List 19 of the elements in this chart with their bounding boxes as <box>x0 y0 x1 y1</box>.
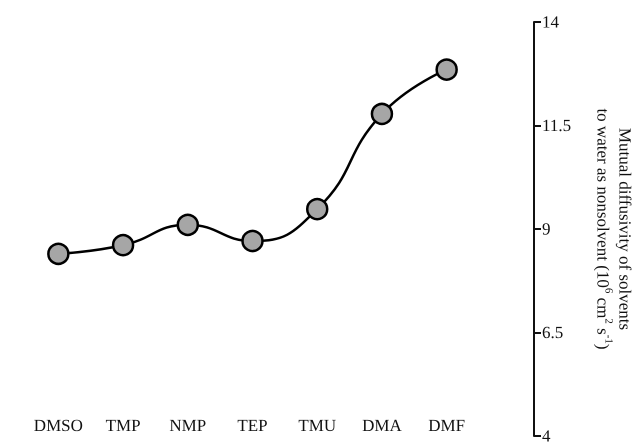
x-tick-label: DMA <box>362 416 402 435</box>
point <box>112 234 134 256</box>
x-tick-label: DMF <box>428 416 466 435</box>
y-tick-label: 11.5 <box>542 116 572 135</box>
y-tick-label: 6.5 <box>542 323 564 342</box>
y-tick-label: 9 <box>542 220 550 238</box>
point <box>306 198 328 220</box>
point <box>370 102 394 126</box>
point <box>176 214 200 236</box>
y-tick-label: 14 <box>542 12 560 32</box>
point <box>241 230 264 252</box>
x-tick-label: TMU <box>298 416 336 435</box>
x-tick-label: NMP <box>169 416 206 435</box>
point <box>435 58 458 81</box>
point <box>47 242 70 266</box>
y-tick-label: 4 <box>542 426 551 446</box>
x-tick-label: TMP <box>106 416 141 435</box>
x-tick-label: DMSO <box>34 416 83 435</box>
x-tick-label: TEP <box>237 416 268 435</box>
